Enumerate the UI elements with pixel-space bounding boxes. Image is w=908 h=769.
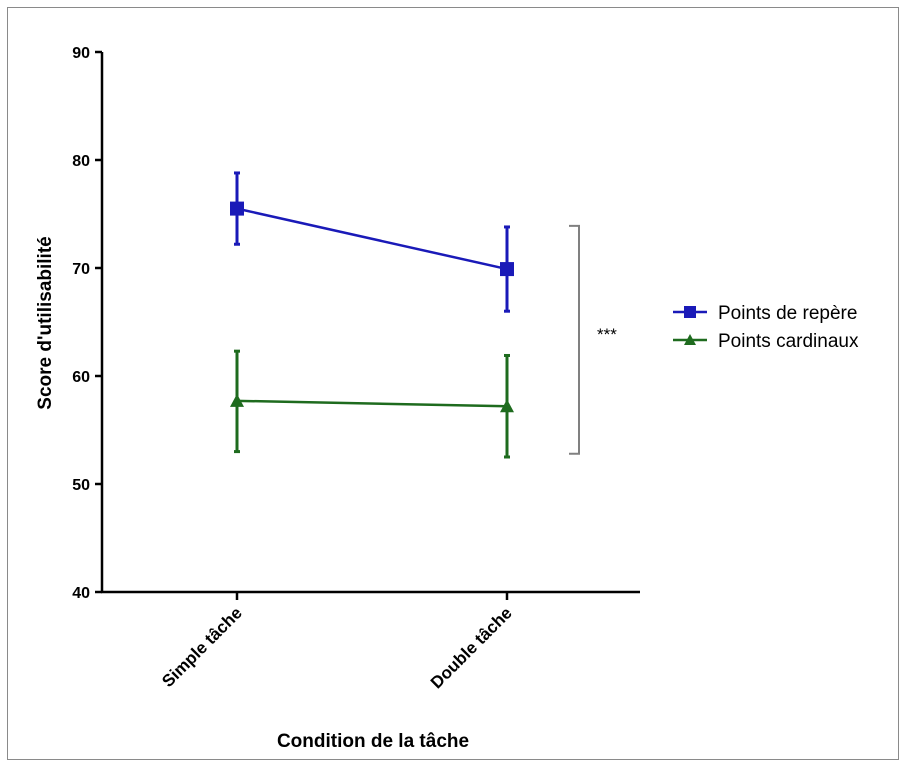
x-ticks: Simple tâche Double tâche <box>158 592 516 692</box>
significance-label: *** <box>597 325 617 344</box>
series-line <box>236 207 508 271</box>
y-tick-label: 40 <box>72 585 90 602</box>
series-1 <box>230 171 514 313</box>
significance-annotation: *** <box>569 224 617 455</box>
y-tick-label: 90 <box>72 45 90 62</box>
significance-bracket <box>569 224 580 455</box>
legend: Points de repère Points cardinaux <box>673 303 859 352</box>
series-line <box>236 399 508 408</box>
legend-item-1: Points de repère <box>673 303 857 324</box>
legend-marker-square <box>684 306 696 318</box>
legend-label: Points cardinaux <box>718 331 859 352</box>
legend-marker-triangle <box>684 334 696 345</box>
x-tick-label: Simple tâche <box>158 603 246 691</box>
y-tick-label: 80 <box>72 153 90 170</box>
y-axis-label: Score d'utilisabilité <box>35 236 56 409</box>
data-point-triangle <box>230 393 244 407</box>
axes <box>100 52 640 594</box>
chart-frame <box>7 7 899 760</box>
legend-item-2: Points cardinaux <box>673 331 859 352</box>
legend-label: Points de repère <box>718 303 857 324</box>
data-point-square <box>230 201 244 216</box>
x-tick-label: Double tâche <box>427 603 516 692</box>
y-tick-label: 60 <box>72 369 90 386</box>
y-tick-label: 50 <box>72 477 90 494</box>
y-ticks: 40 50 60 70 80 90 <box>72 45 102 602</box>
data-point-triangle <box>500 399 514 413</box>
series-group <box>230 171 514 459</box>
y-tick-label: 70 <box>72 261 90 278</box>
series-2 <box>230 349 514 459</box>
x-axis-label: Condition de la tâche <box>277 731 469 752</box>
data-point-square <box>500 262 514 277</box>
